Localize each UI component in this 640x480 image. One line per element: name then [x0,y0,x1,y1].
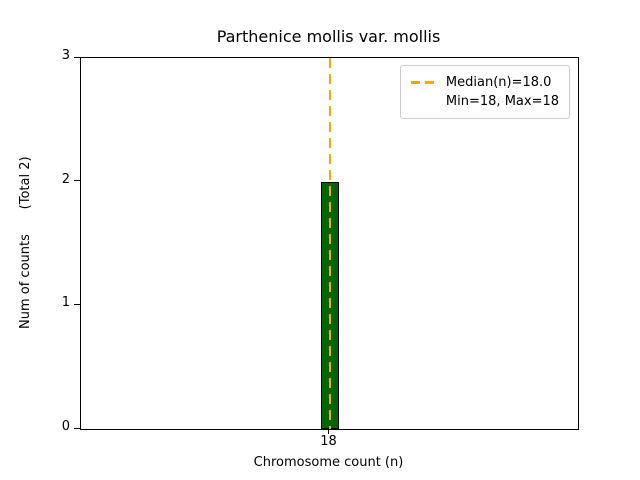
y-tick-label: 3 [61,48,70,63]
y-tick-label: 1 [61,295,70,311]
y-tick-mark [74,427,80,429]
y-tick-label: 0 [61,419,70,434]
y-tick-label: 2 [61,171,70,187]
legend-entry-minmax: Min=18, Max=18 [411,92,559,111]
legend-entry-median: Median(n)=18.0 [410,73,559,92]
legend-spacer [411,100,438,103]
x-tick-mark [328,429,329,434]
legend-minmax-label: Min=18, Max=18 [445,94,559,109]
y-tick-mark [74,180,80,182]
y-tick-mark [74,303,80,305]
chart-title: Parthenice mollis var. mollis [216,27,441,46]
median-line [328,58,331,429]
median-dashed-line-icon [410,81,438,84]
plot-area: Median(n)=18.0 Min=18, Max=18 [80,57,579,430]
x-axis-label: Chromosome count (n) [253,455,404,470]
x-tick-label: 18 [320,434,337,449]
y-axis-label: Num of counts (Total 2) [18,156,33,329]
legend-median-label: Median(n)=18.0 [445,75,552,90]
legend: Median(n)=18.0 Min=18, Max=18 [399,65,570,119]
y-tick-mark [74,56,80,58]
